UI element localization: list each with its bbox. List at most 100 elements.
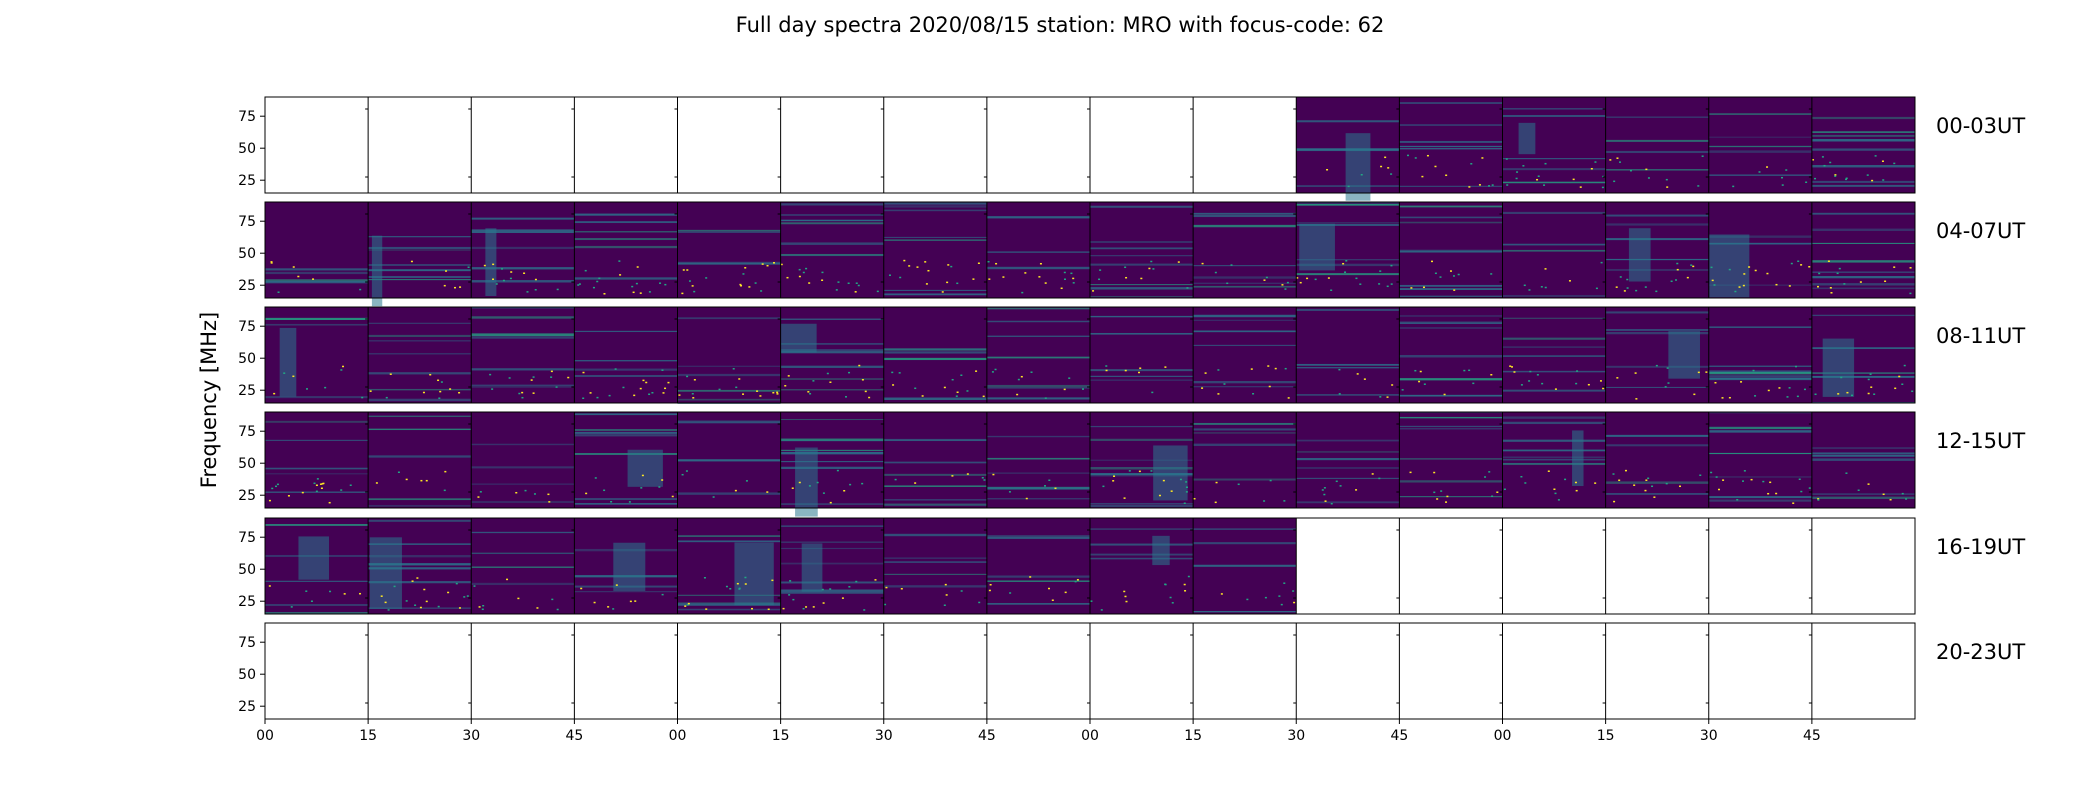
spectrum-background [1811, 202, 1915, 298]
bright-spot [661, 593, 664, 596]
spectral-line [1708, 375, 1812, 377]
burst-band [1152, 535, 1170, 566]
bright-spot [1024, 272, 1027, 274]
spectral-line [1399, 416, 1503, 419]
spectral-line [883, 236, 987, 239]
spectral-line [1399, 355, 1503, 358]
bright-spot [864, 390, 867, 393]
spectral-line [368, 372, 472, 375]
y-axis-label: Frequency [MHz] [197, 312, 221, 488]
spectrum-background [986, 518, 1090, 614]
spectral-line [368, 455, 472, 458]
spectra-row: 75 50 25 12-15UT [238, 411, 2025, 517]
chart-title: Full day spectra 2020/08/15 station: MRO… [736, 13, 1385, 37]
bright-spot [921, 395, 924, 397]
bright-spot [1355, 489, 1358, 491]
spectral-line [986, 307, 1090, 310]
bright-spot [892, 384, 895, 386]
spectral-line [471, 316, 575, 319]
bright-spot [342, 365, 345, 368]
bright-spot [1655, 290, 1658, 293]
spectral-line [677, 459, 781, 462]
bright-spot [276, 483, 279, 486]
bright-spot [1884, 280, 1887, 283]
bright-spot [1008, 491, 1011, 493]
bright-spot [1124, 369, 1127, 372]
bright-spot [495, 283, 498, 285]
bright-spot [1754, 395, 1757, 397]
bright-spot [751, 607, 754, 610]
bright-spot [1214, 271, 1217, 274]
bright-spot [1736, 499, 1739, 501]
spectrum-background [677, 307, 781, 403]
bright-spot [274, 485, 277, 488]
spectral-line [1708, 326, 1812, 329]
spectral-line [986, 580, 1090, 582]
bright-spot [437, 605, 440, 608]
bright-spot [1594, 482, 1597, 484]
spectral-line [1811, 271, 1915, 274]
spectral-line [1708, 452, 1812, 455]
x-tick-label: 15 [1597, 728, 1615, 744]
spectral-line [1399, 124, 1503, 126]
spectrum-cell [1708, 412, 1812, 508]
bright-spot [1380, 165, 1383, 168]
bright-spot [946, 281, 949, 284]
bright-spot [1421, 175, 1424, 178]
bright-spot [1901, 383, 1904, 385]
bright-spot [1102, 485, 1105, 488]
bright-spot [473, 585, 476, 587]
bright-spot [550, 376, 553, 378]
bright-spot [956, 391, 959, 394]
spectral-line [1399, 148, 1503, 150]
bright-spot [1068, 377, 1071, 379]
spectral-line [986, 335, 1090, 337]
spectral-line [677, 231, 781, 234]
bright-spot [1576, 370, 1579, 372]
spectral-line [677, 603, 781, 606]
spectral-line [368, 543, 472, 546]
spectrum-cell [883, 307, 987, 403]
bright-spot [691, 285, 694, 287]
spectral-line [883, 585, 987, 588]
bright-spot [1264, 596, 1267, 599]
bright-spot [848, 371, 851, 374]
bright-spot [555, 386, 558, 388]
bright-spot [748, 286, 751, 288]
bright-spot [530, 379, 533, 381]
x-tick-label: 45 [978, 728, 996, 744]
spectral-line [780, 253, 884, 256]
spectral-line [1193, 610, 1297, 613]
spectral-line [1193, 285, 1297, 288]
spectrum-background [1605, 412, 1709, 508]
bright-spot [1186, 287, 1189, 289]
bright-spot [1029, 576, 1032, 578]
spectral-line [1399, 205, 1503, 208]
bright-spot [1748, 266, 1751, 268]
spectral-line [471, 531, 575, 534]
bright-spot [1410, 287, 1413, 289]
bright-spot [786, 276, 789, 279]
spectrum-background [986, 307, 1090, 403]
spectral-line [1399, 378, 1503, 381]
row-frame [264, 517, 1916, 615]
bright-spot [1060, 287, 1063, 290]
spectral-line [780, 389, 884, 391]
bright-spot [899, 276, 902, 279]
spectral-line [986, 498, 1090, 500]
bright-spot [1666, 186, 1669, 188]
spectral-line [883, 205, 987, 208]
bright-spot [1293, 601, 1296, 604]
bright-spot [760, 290, 763, 292]
bright-spot [1690, 264, 1693, 266]
bright-spot [1453, 289, 1456, 291]
row-frame [264, 306, 1916, 404]
burst-band [298, 536, 329, 580]
bright-spot [1675, 279, 1678, 281]
bright-spot [1063, 388, 1066, 391]
spectral-line [1296, 367, 1400, 369]
bright-spot [1183, 502, 1186, 504]
spectral-line [1090, 438, 1194, 441]
bright-spot [788, 594, 791, 596]
